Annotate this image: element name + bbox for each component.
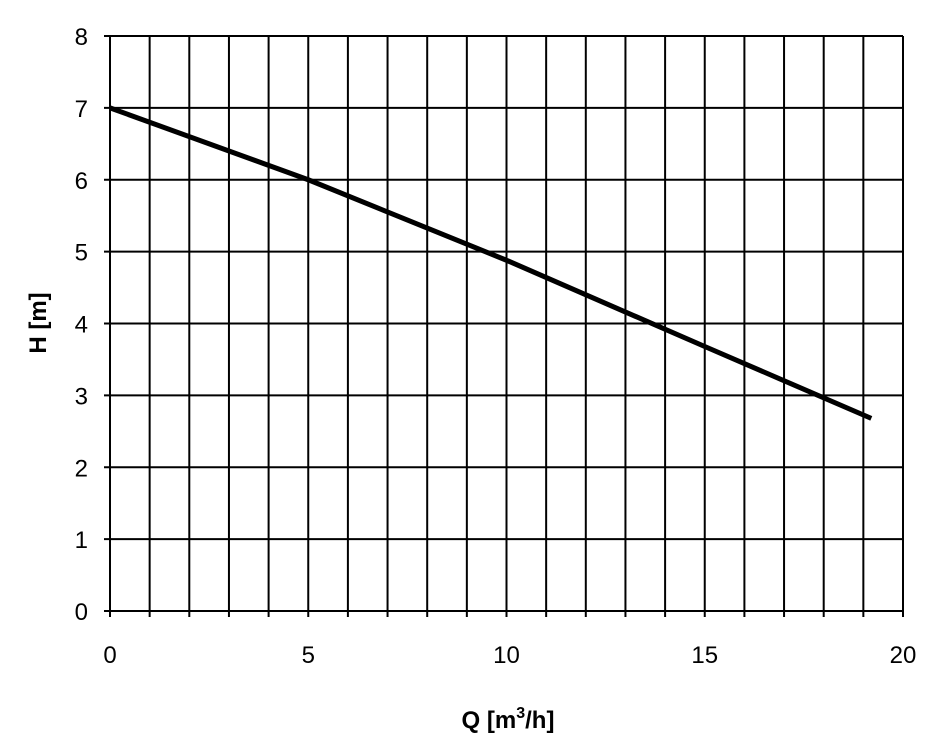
y-tick-label: 2 xyxy=(75,455,88,482)
y-tick-label: 0 xyxy=(75,599,88,626)
y-tick-label: 8 xyxy=(75,24,88,51)
x-tick-labels: 0 5 10 15 20 xyxy=(103,642,916,669)
y-tick-label: 1 xyxy=(75,527,88,554)
grid xyxy=(104,35,904,617)
x-axis-title: Q [m3/h] xyxy=(462,705,555,734)
x-tick-label: 15 xyxy=(691,642,718,669)
y-tick-labels: 0 1 2 3 4 5 6 7 8 xyxy=(75,24,88,626)
series-layer xyxy=(109,105,873,421)
y-tick-label: 4 xyxy=(75,312,88,339)
y-tick-label: 6 xyxy=(75,168,88,195)
y-tick-label: 3 xyxy=(75,383,88,410)
y-tick-label: 5 xyxy=(75,240,88,267)
x-tick-label: 0 xyxy=(103,642,116,669)
y-axis-title: H [m] xyxy=(25,292,52,353)
y-tick-label: 7 xyxy=(75,96,88,123)
x-tick-label: 10 xyxy=(493,642,520,669)
x-tick-label: 20 xyxy=(890,642,917,669)
x-tick-label: 5 xyxy=(302,642,315,669)
series-line xyxy=(109,105,873,421)
